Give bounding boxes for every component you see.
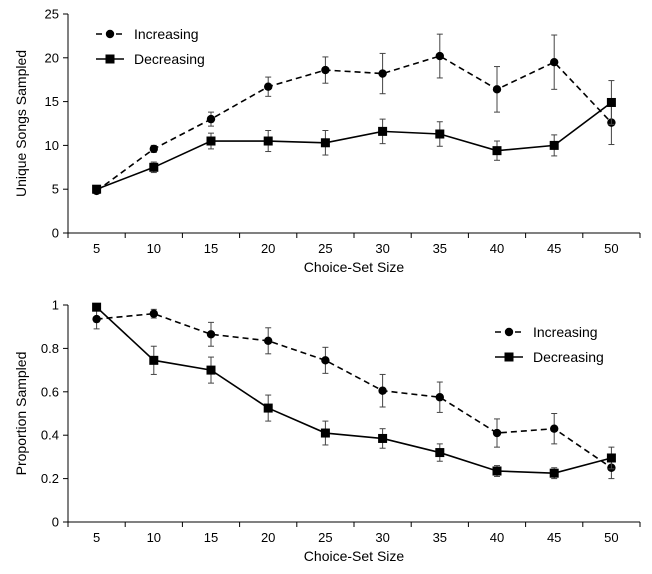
- x-tick-label: 50: [604, 530, 618, 545]
- legend-label: Decreasing: [134, 51, 205, 67]
- data-point: [492, 146, 502, 156]
- y-axis-title: Unique Songs Sampled: [13, 50, 29, 197]
- data-point: [149, 162, 159, 172]
- x-tick-label: 25: [318, 530, 332, 545]
- y-tick-label: 0.6: [41, 384, 59, 399]
- data-point: [92, 314, 101, 324]
- data-point: [492, 466, 502, 476]
- x-tick-label: 20: [261, 530, 275, 545]
- series-decreasing: [92, 302, 616, 480]
- y-axis-title: Proportion Sampled: [13, 352, 29, 476]
- y-tick-label: 0.8: [41, 341, 59, 356]
- data-point: [606, 453, 616, 463]
- legend-marker: [105, 29, 115, 39]
- data-point: [606, 97, 616, 107]
- data-point: [378, 433, 388, 443]
- x-tick-label: 20: [261, 241, 275, 256]
- y-tick-label: 20: [45, 50, 59, 65]
- x-tick-label: 10: [147, 241, 161, 256]
- data-point: [263, 403, 273, 413]
- data-point: [492, 428, 502, 438]
- series-line: [96, 101, 612, 190]
- data-point: [149, 309, 158, 318]
- data-point: [206, 330, 216, 339]
- data-point: [549, 468, 559, 478]
- legend-marker: [504, 352, 514, 362]
- x-axis-title: Choice-Set Size: [304, 548, 405, 564]
- legend-marker: [105, 54, 115, 64]
- data-point: [263, 136, 273, 146]
- x-tick-label: 25: [318, 241, 332, 256]
- x-tick-label: 35: [433, 530, 447, 545]
- data-point: [149, 144, 158, 154]
- x-tick-label: 35: [433, 241, 447, 256]
- data-point: [321, 65, 330, 75]
- data-point: [550, 424, 559, 433]
- x-tick-label: 40: [490, 530, 504, 545]
- y-tick-label: 0.4: [41, 428, 59, 443]
- data-point: [550, 57, 559, 67]
- legend-label: Decreasing: [533, 349, 604, 365]
- y-tick-label: 1: [52, 298, 59, 313]
- series-line: [96, 55, 612, 192]
- y-tick-label: 0.2: [41, 471, 59, 486]
- data-point: [206, 114, 216, 124]
- chart-panel-unique-songs: 0 5 10 15 20 25 5 10 15 20 25 30 35 40 45 50 Choice-Set …: [13, 7, 641, 275]
- y-tick-label: 15: [45, 94, 59, 109]
- data-point: [149, 355, 159, 365]
- x-tick-label: 45: [547, 530, 561, 545]
- legend: Increasing Decreasing: [495, 324, 604, 365]
- y-tick-label: 25: [45, 7, 59, 22]
- data-point: [378, 126, 388, 136]
- data-point: [320, 428, 330, 438]
- data-point: [435, 51, 444, 61]
- data-point: [92, 184, 102, 194]
- data-point: [435, 448, 445, 458]
- y-tick-label: 5: [52, 182, 59, 197]
- y-tick-label: 10: [45, 138, 59, 153]
- x-tick-label: 50: [604, 241, 618, 256]
- data-point: [320, 138, 330, 148]
- x-tick-label: 15: [204, 241, 218, 256]
- data-point: [264, 336, 273, 346]
- x-axis-title: Choice-Set Size: [304, 259, 405, 275]
- data-point: [321, 356, 330, 365]
- x-tick-label: 40: [490, 241, 504, 256]
- data-point: [435, 129, 445, 139]
- data-point: [206, 136, 216, 146]
- x-tick-label: 5: [93, 241, 100, 256]
- series-decreasing: [92, 80, 616, 194]
- data-point: [549, 140, 559, 150]
- series-line: [96, 306, 612, 474]
- data-point: [92, 302, 102, 312]
- data-point: [492, 85, 502, 94]
- x-tick-label: 30: [375, 530, 389, 545]
- series-line: [96, 312, 612, 469]
- data-point: [378, 386, 387, 395]
- data-point: [264, 82, 273, 91]
- legend-label: Increasing: [533, 324, 598, 340]
- chart-panel-proportion: 00.20.40.60.815 10 15 20 25 30 35 40 45 50Choice-…: [13, 298, 641, 564]
- legend: Increasing Decreasing: [96, 26, 205, 67]
- y-tick-label: 0: [52, 226, 59, 241]
- data-point: [378, 69, 387, 78]
- x-tick-label: 5: [93, 530, 100, 545]
- data-point: [435, 393, 444, 402]
- legend-label: Increasing: [134, 26, 199, 42]
- y-tick-label: 0: [52, 515, 59, 530]
- legend-marker: [504, 327, 514, 337]
- x-tick-label: 15: [204, 530, 218, 545]
- x-tick-label: 45: [547, 241, 561, 256]
- data-point: [206, 365, 216, 375]
- x-tick-label: 10: [147, 530, 161, 545]
- x-tick-label: 30: [375, 241, 389, 256]
